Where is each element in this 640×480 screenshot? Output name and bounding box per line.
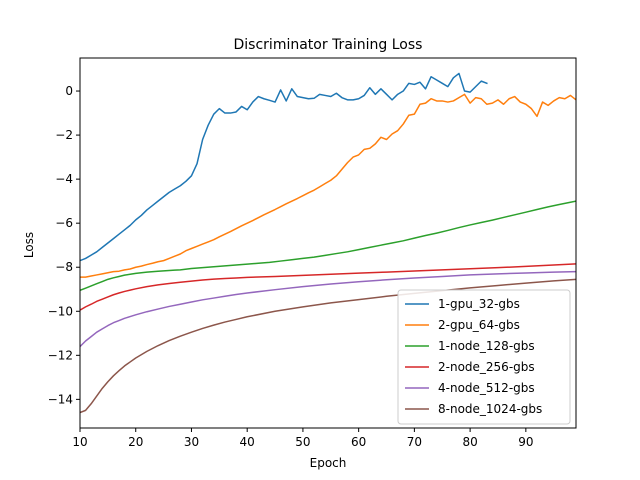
series-line-2: [80, 93, 576, 278]
legend-label: 8-node_1024-gbs: [438, 402, 542, 416]
y-tick-label: −14: [48, 392, 73, 406]
y-tick-label: −8: [55, 260, 73, 274]
x-tick-label: 20: [128, 435, 143, 449]
x-tick-label: 40: [240, 435, 255, 449]
y-tick-label: −2: [55, 128, 73, 142]
x-tick-label: 10: [72, 435, 87, 449]
legend-label: 2-node_256-gbs: [438, 360, 535, 374]
x-tick-label: 90: [518, 435, 533, 449]
series-line-4: [80, 263, 576, 312]
series-line-5: [80, 270, 576, 348]
y-axis-label: Loss: [22, 232, 36, 258]
x-axis-label: Epoch: [310, 456, 347, 470]
x-tick-label: 50: [295, 435, 310, 449]
chart-title: Discriminator Training Loss: [234, 37, 423, 53]
legend: 1-gpu_32-gbs 2-gpu_64-gbs 1-node_128-gbs 2-…: [397, 289, 571, 425]
y-tick-label: −4: [55, 172, 73, 186]
legend-label: 1-gpu_32-gbs: [438, 297, 520, 311]
legend-label: 1-node_128-gbs: [438, 339, 535, 353]
y-tick-label: −12: [48, 348, 73, 362]
x-tick-label: 60: [351, 435, 366, 449]
ticks-layer: 10 20 30 40 50 60 70 80 90 0 −2 −4 −6 −8 −10 −12 −14: [48, 84, 534, 449]
x-tick-label: 80: [462, 435, 477, 449]
plot-frame: [79, 57, 577, 429]
y-tick-label: −10: [48, 304, 73, 318]
y-tick-label: −6: [55, 216, 73, 230]
legend-box: [397, 289, 571, 425]
series-line-3: [80, 200, 576, 292]
legend-label: 2-gpu_64-gbs: [438, 318, 520, 332]
y-tick-label: 0: [65, 84, 73, 98]
series-line-1: [80, 72, 488, 262]
legend-label: 4-node_512-gbs: [438, 381, 535, 395]
x-tick-label: 70: [407, 435, 422, 449]
x-tick-label: 30: [184, 435, 199, 449]
